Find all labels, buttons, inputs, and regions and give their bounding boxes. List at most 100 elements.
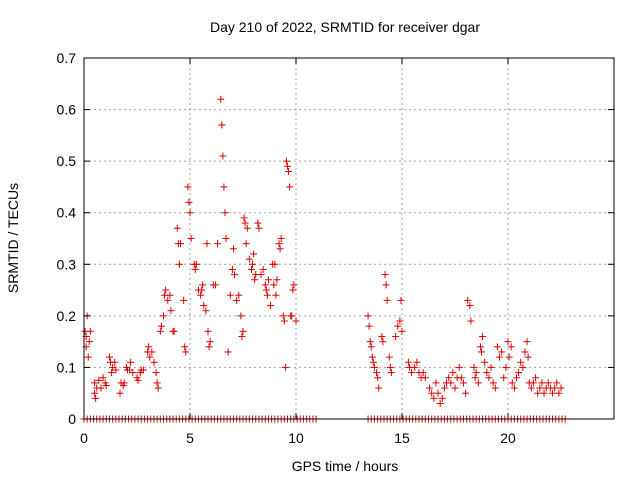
data-point [366, 338, 374, 346]
data-point [127, 358, 135, 366]
data-point [231, 271, 239, 279]
data-point [173, 224, 181, 232]
data-point [413, 358, 421, 366]
data-point [438, 394, 446, 402]
data-point [166, 291, 174, 299]
plot-frame [83, 57, 615, 420]
data-point [364, 312, 372, 320]
y-tick-label: 0.6 [57, 102, 77, 118]
data-point [218, 121, 226, 129]
data-point [408, 369, 416, 377]
data-point [154, 384, 162, 392]
data-point [375, 384, 383, 392]
data-point [536, 384, 544, 392]
data-point [383, 296, 391, 304]
data-point [508, 379, 516, 387]
chart-title: Day 210 of 2022, SRMTID for receiver dga… [210, 19, 480, 35]
data-point [378, 332, 386, 340]
data-point [500, 374, 508, 382]
data-point [145, 343, 153, 351]
x-tick-label: 0 [80, 430, 88, 446]
data-point [553, 379, 561, 387]
data-point [264, 276, 272, 284]
data-point [219, 152, 227, 160]
data-point [379, 338, 387, 346]
data-point [97, 384, 105, 392]
data-point [251, 276, 259, 284]
data-point [167, 307, 175, 315]
data-point [160, 312, 167, 320]
data-point [187, 235, 195, 242]
data-point [175, 260, 183, 268]
data-point [505, 353, 513, 361]
data-point [411, 363, 419, 371]
data-point [206, 338, 214, 346]
data-point [471, 374, 479, 382]
data-point [449, 369, 457, 377]
data-point [455, 363, 463, 371]
data-point [534, 389, 542, 397]
data-point [515, 369, 523, 377]
data-point [242, 240, 250, 248]
data-point [392, 332, 400, 340]
data-point [498, 348, 506, 356]
data-point [224, 348, 232, 356]
data-point [523, 338, 531, 346]
data-point [222, 235, 230, 242]
data-point [275, 240, 283, 248]
data-point [199, 281, 207, 289]
axes: 0 0.1 0.2 0.3 0.4 0.5 0.6 0.7 0 5 10 15 20 [57, 50, 614, 446]
data-point [521, 348, 529, 356]
data-points [80, 95, 569, 423]
data-point [182, 348, 190, 356]
data-point [240, 214, 248, 222]
data-point [288, 312, 296, 320]
data-point [502, 363, 510, 371]
data-point [111, 358, 119, 366]
data-point [205, 343, 213, 351]
data-point [192, 260, 200, 268]
data-point [381, 271, 389, 279]
data-point [157, 322, 165, 330]
data-point [459, 379, 467, 387]
data-point [370, 363, 378, 371]
data-point [220, 183, 228, 191]
data-point [394, 322, 402, 330]
data-point [281, 363, 289, 371]
data-point [367, 343, 375, 351]
data-point [99, 374, 107, 382]
data-point [112, 366, 120, 374]
data-point [419, 369, 427, 377]
data-point [84, 353, 92, 361]
data-point [386, 363, 394, 371]
data-point [261, 281, 269, 289]
data-point [510, 384, 518, 392]
data-point [245, 255, 253, 263]
y-tick-label: 0.5 [57, 153, 77, 169]
data-point [493, 343, 501, 351]
x-axis-label: GPS time / hours [292, 458, 399, 474]
data-point [557, 384, 565, 392]
data-point [156, 327, 164, 335]
data-point [481, 358, 489, 366]
data-point [254, 219, 262, 227]
data-point [529, 379, 537, 387]
data-point [148, 348, 156, 356]
data-point [397, 296, 405, 304]
data-point [267, 302, 275, 310]
y-tick-label: 0.7 [57, 50, 77, 66]
x-tick-label: 20 [500, 430, 516, 446]
data-point [527, 384, 535, 392]
data-point [426, 384, 434, 392]
data-point [170, 327, 178, 335]
data-point [285, 167, 293, 175]
data-point [243, 224, 251, 232]
data-point [120, 379, 128, 387]
data-point [85, 338, 93, 346]
data-point [476, 343, 484, 351]
data-point [116, 389, 124, 397]
data-point [214, 240, 222, 248]
data-point [153, 379, 161, 387]
data-point [398, 327, 406, 335]
data-point [270, 281, 278, 289]
